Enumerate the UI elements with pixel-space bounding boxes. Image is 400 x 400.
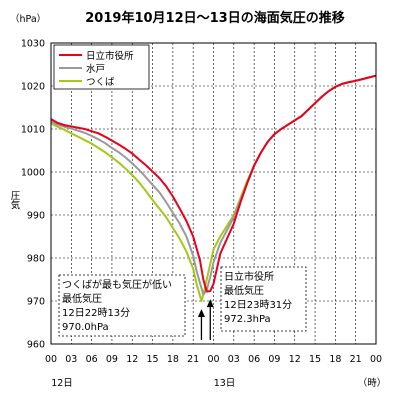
x-tick-label: 09 — [268, 354, 280, 365]
y-tick-label: 970 — [27, 297, 45, 308]
y-tick-label: 1000 — [21, 168, 45, 179]
x-tick-label: 12 — [126, 354, 138, 365]
legend: 日立市役所 水戸 つくば — [53, 44, 150, 90]
annotation-hitachi-line: 最低気圧 — [224, 284, 264, 297]
annotation-tsukuba-line: 12日22時13分 — [62, 307, 130, 319]
legend-label-mito: 水戸 — [86, 63, 105, 75]
series-line — [50, 74, 377, 293]
annotation-arrows — [197, 299, 214, 340]
y-tick-label: 1030 — [21, 39, 45, 50]
annotation-hitachi-line: 12日23時31分 — [224, 299, 292, 311]
day-labels: 12日 13日 — [51, 378, 235, 389]
y-tick-label: 990 — [27, 211, 45, 222]
x-tick-label: 00 — [207, 354, 219, 365]
legend-label-hitachi: 日立市役所 — [86, 50, 134, 62]
annotation-hitachi: 日立市役所 最低気圧 12日23時31分 972.3hPa — [220, 266, 307, 332]
plot-frame — [50, 42, 377, 345]
annotation-hitachi-box — [220, 266, 307, 332]
annotation-tsukuba-box — [58, 274, 186, 337]
annotation-tsukuba-line: つくばが最も気圧が低い — [62, 278, 172, 291]
y-tick-label: 980 — [27, 254, 45, 265]
chart-title: 2019年10月12日～13日の海面気圧の推移 — [85, 10, 344, 26]
annotation-tsukuba: つくばが最も気圧が低い 最低気圧 12日22時13分 970.0hPa — [58, 274, 186, 337]
x-unit-label: （時） — [358, 377, 387, 389]
annotation-tsukuba-line: 970.0hPa — [62, 322, 109, 333]
x-tick-label: 15 — [309, 354, 321, 365]
x-tick-label: 18 — [329, 354, 341, 365]
x-tick-label: 06 — [248, 354, 260, 365]
y-tick-label: 1020 — [21, 82, 45, 93]
y-tick-labels: 960 970 980 990 1000 1010 1020 1030 — [21, 39, 45, 351]
annotation-arrow-head — [206, 299, 214, 308]
x-tick-label: 09 — [106, 354, 118, 365]
x-tick-label: 06 — [86, 354, 98, 365]
x-tick-label: 21 — [350, 354, 362, 365]
annotation-hitachi-line: 972.3hPa — [224, 314, 271, 325]
y-tick-label: 1010 — [21, 125, 45, 136]
legend-label-tsukuba: つくば — [86, 77, 115, 88]
annotation-tsukuba-line: 最低気圧 — [62, 292, 102, 305]
x-tick-label: 03 — [65, 354, 77, 365]
x-tick-label: 21 — [187, 354, 199, 365]
y-unit-label: （hPa） — [10, 13, 46, 25]
x-tick-label: 00 — [45, 354, 57, 365]
day-label: 12日 — [51, 378, 73, 389]
annotation-hitachi-line: 日立市役所 — [224, 270, 274, 283]
day-label: 13日 — [214, 378, 236, 389]
x-tick-labels: 00 03 06 09 12 15 18 21 00 03 06 09 12 15 18 21 00 — [45, 354, 382, 365]
x-tick-label: 12 — [289, 354, 301, 365]
x-tick-label: 15 — [147, 354, 159, 365]
x-tick-label: 03 — [228, 354, 240, 365]
y-axis-label: 圧気 — [9, 191, 21, 211]
x-tick-label: 18 — [167, 354, 179, 365]
x-tick-label: 00 — [370, 354, 382, 365]
annotation-arrow-head — [197, 309, 205, 317]
y-tick-label: 960 — [27, 340, 45, 351]
series-lines — [50, 74, 377, 302]
